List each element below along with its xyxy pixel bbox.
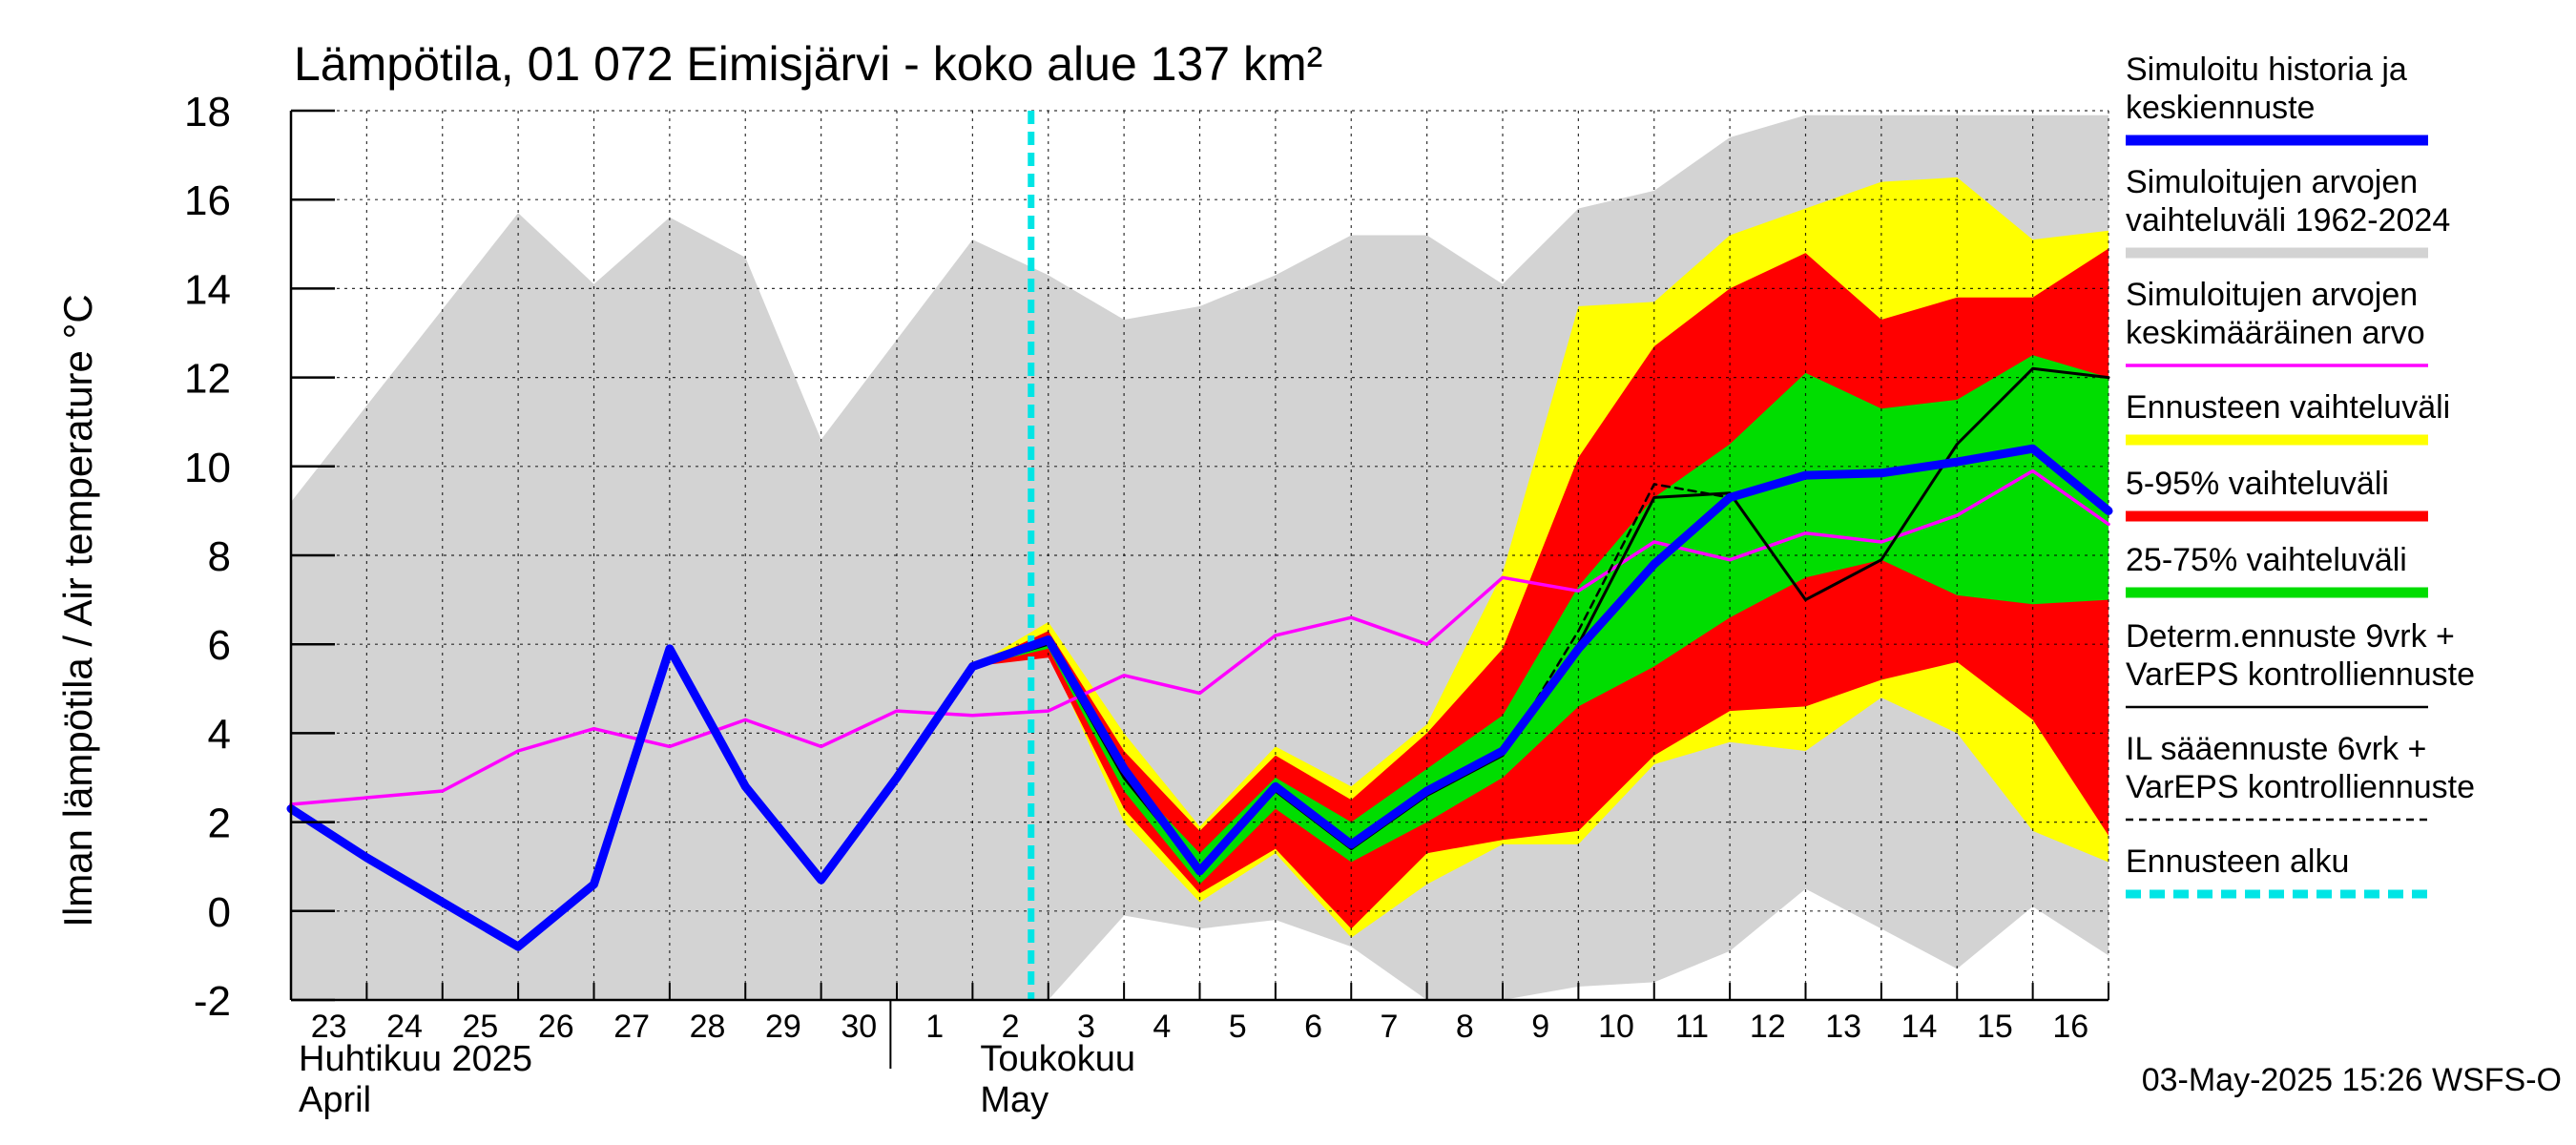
x-tick-label: 7	[1380, 1009, 1398, 1045]
simulated-mean-line	[286, 444, 2113, 951]
legend-label: Simuloitujen arvojen	[2126, 164, 2418, 200]
legend-label: Simuloitujen arvojen	[2126, 277, 2418, 313]
x-tick-label: 27	[613, 1009, 650, 1045]
x-tick-labels: 23 24 25 26 27 28 29 30 1 2 3 4 5 6 7 8 9 10 11 12 13 14 15 16	[311, 1009, 2088, 1045]
mean-history-path	[289, 468, 2110, 806]
month-label-en: May	[980, 1080, 1049, 1120]
x-tick-label: 10	[1598, 1009, 1634, 1045]
x-tick-label: 6	[1304, 1009, 1322, 1045]
y-tick-label: 8	[208, 533, 231, 580]
x-tick-label: 23	[311, 1009, 347, 1045]
legend-label: keskiennuste	[2126, 90, 2315, 126]
chart-title: Lämpötila, 01 072 Eimisjärvi - koko alue…	[294, 37, 1322, 91]
month-label: Huhtikuu 2025	[299, 1039, 532, 1079]
y-tick-label: -2	[194, 978, 231, 1025]
month-label-en: April	[299, 1080, 371, 1120]
y-tick-label: 14	[184, 266, 231, 313]
legend-label: Ennusteen vaihteluväli	[2126, 389, 2450, 426]
legend-label: VarEPS kontrolliennuste	[2126, 656, 2475, 693]
y-tick-label: 6	[208, 622, 231, 669]
x-tick-label: 28	[690, 1009, 726, 1045]
y-tick-label: 4	[208, 711, 231, 758]
x-tick-label: 26	[538, 1009, 574, 1045]
y-tick-label: 0	[208, 889, 231, 936]
axes	[289, 109, 2109, 1069]
x-tick-label: 29	[765, 1009, 801, 1045]
x-tick-label: 30	[841, 1009, 877, 1045]
x-tick-label: 2	[1002, 1009, 1020, 1045]
y-axis-label: Ilman lämpötila / Air temperature °C	[55, 294, 100, 926]
timestamp: 03-May-2025 15:26 WSFS-O	[2142, 1062, 2562, 1098]
x-tick-label: 15	[1977, 1009, 2013, 1045]
y-tick-label: 2	[208, 801, 231, 847]
range-25-75-area	[972, 355, 2109, 885]
y-tick-label: 18	[184, 89, 231, 135]
x-tick-label: 11	[1675, 1009, 1709, 1045]
x-tick-label: 14	[1901, 1009, 1938, 1045]
simulated-mean-path	[286, 444, 2113, 951]
x-tick-label: 9	[1531, 1009, 1549, 1045]
x-tick-label: 3	[1077, 1009, 1095, 1045]
x-tick-label: 4	[1153, 1009, 1171, 1045]
x-tick-label: 24	[386, 1009, 423, 1045]
legend-label: Determ.ennuste 9vrk +	[2126, 618, 2455, 655]
legend-label: vaihteluväli 1962-2024	[2126, 202, 2450, 239]
legend-label: 5-95% vaihteluväli	[2126, 466, 2389, 502]
legend-label: keskimääräinen arvo	[2126, 315, 2425, 351]
legend-label: Ennusteen alku	[2126, 843, 2349, 880]
mean-history-line	[289, 468, 2110, 806]
grid	[290, 110, 2109, 1001]
x-tick-label: 25	[463, 1009, 499, 1045]
y-tick-label: 16	[184, 177, 231, 224]
y-tick-label: 10	[184, 445, 231, 491]
y-tick-labels: -2 0 2 4 6 8 10 12 14 16 18	[184, 89, 231, 1025]
x-tick-label: 5	[1229, 1009, 1247, 1045]
x-tick-label: 8	[1456, 1009, 1474, 1045]
x-tick-label: 12	[1750, 1009, 1786, 1045]
legend-label: 25-75% vaihteluväli	[2126, 542, 2407, 578]
legend-label: VarEPS kontrolliennuste	[2126, 769, 2475, 805]
legend-label: Simuloitu historia ja	[2126, 52, 2407, 88]
x-tick-label: 16	[2052, 1009, 2088, 1045]
x-tick-label: 1	[925, 1009, 944, 1045]
range-25-75-band	[972, 355, 2109, 885]
x-tick-label: 13	[1825, 1009, 1861, 1045]
legend-label: IL sääennuste 6vrk +	[2126, 731, 2426, 767]
y-tick-label: 12	[184, 356, 231, 403]
month-label: Toukokuu	[980, 1039, 1135, 1079]
